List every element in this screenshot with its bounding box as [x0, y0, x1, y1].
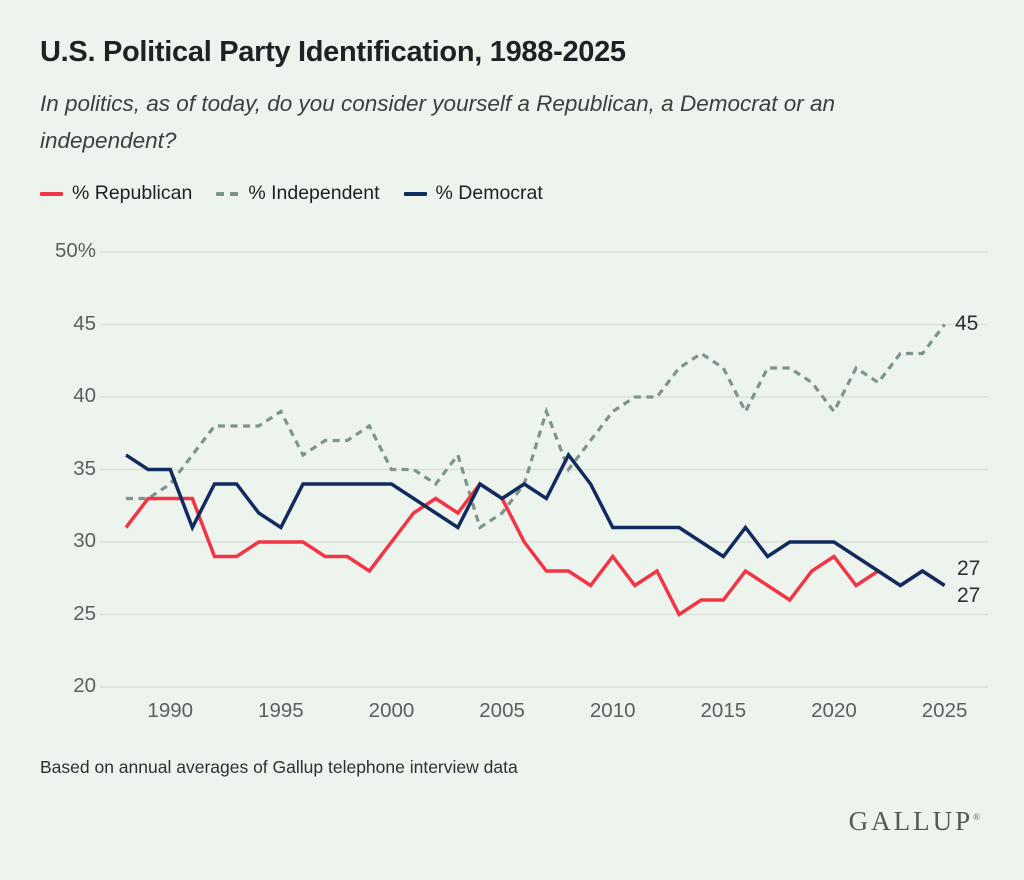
x-tick-2025: 2025: [921, 699, 968, 722]
y-tick-50: 50%: [54, 239, 96, 262]
source-note: Based on annual averages of Gallup telep…: [40, 757, 518, 777]
y-tick-35: 35: [73, 456, 96, 480]
y-tick-30: 30: [73, 529, 96, 552]
gallup-logo: GALLUP®: [848, 806, 980, 836]
y-tick-40: 40: [73, 384, 96, 407]
x-tick-2015: 2015: [700, 699, 747, 722]
x-tick-1995: 1995: [258, 699, 304, 722]
x-tick-2020: 2020: [811, 699, 857, 722]
end-label-republican: 27: [957, 583, 981, 607]
legend-label: % Democrat: [435, 182, 543, 204]
independent-line: [126, 323, 946, 531]
legend-item-independent: % Independent: [216, 182, 380, 205]
x-tick-2005: 2005: [479, 699, 525, 722]
legend-item-democrat: % Democrat: [403, 182, 543, 205]
dashed-line-swatch-icon: [216, 191, 240, 196]
chart-legend: % Republican % Independent % Democrat: [40, 182, 543, 205]
republican-line: [124, 481, 946, 618]
line-swatch-icon: [403, 191, 427, 196]
line-swatch-icon: [40, 191, 63, 196]
x-tick-1990: 1990: [147, 699, 194, 722]
end-label-democrat: 27: [957, 556, 981, 580]
x-tick-2010: 2010: [589, 699, 636, 722]
chart-subtitle-question: In politics, as of today, do you conside…: [40, 91, 836, 153]
democrat-line: [125, 451, 946, 588]
x-tick-2000: 2000: [368, 699, 415, 722]
gridlines: [100, 251, 988, 688]
y-tick-20: 20: [73, 674, 96, 697]
legend-label: % Independent: [248, 182, 380, 204]
registered-mark: ®: [973, 812, 980, 822]
end-label-independent: 45: [955, 311, 979, 335]
legend-label: % Republican: [72, 182, 193, 204]
y-tick-25: 25: [73, 601, 96, 625]
legend-item-republican: % Republican: [40, 182, 192, 205]
y-tick-45: 45: [73, 311, 96, 335]
series-lines: [124, 323, 946, 618]
page-title: U.S. Political Party Identification, 198…: [40, 36, 626, 68]
